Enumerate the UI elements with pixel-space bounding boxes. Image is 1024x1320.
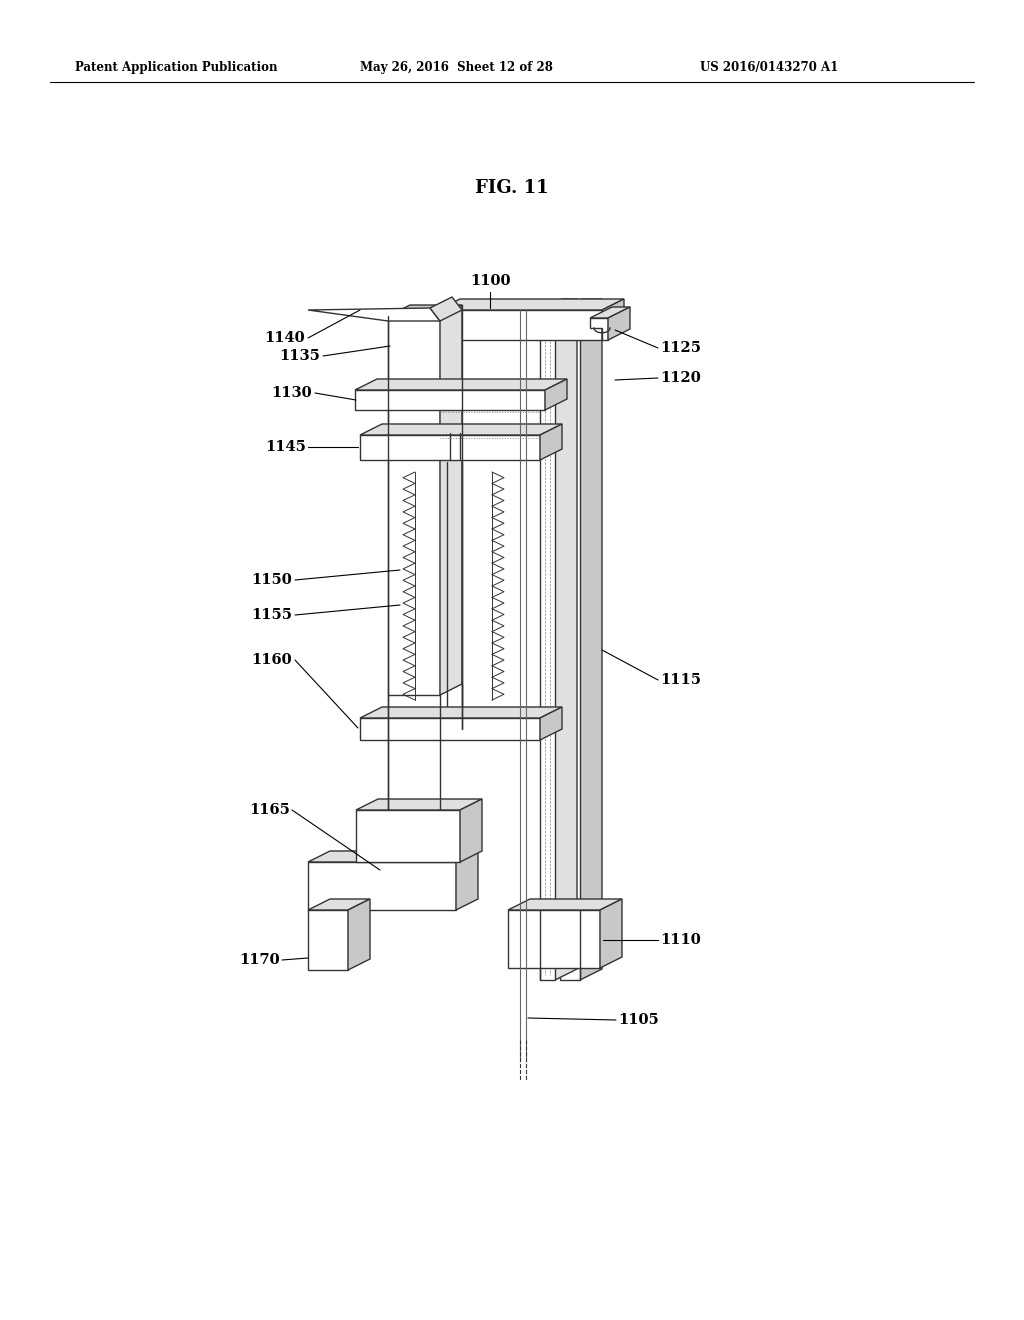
Text: 1135: 1135 [280, 348, 319, 363]
Polygon shape [555, 300, 577, 979]
Text: 1105: 1105 [618, 1012, 658, 1027]
Polygon shape [388, 315, 440, 696]
Polygon shape [440, 305, 462, 696]
Text: 1170: 1170 [240, 953, 280, 968]
Polygon shape [356, 799, 482, 810]
Polygon shape [602, 300, 624, 341]
Text: 1160: 1160 [251, 653, 292, 667]
Polygon shape [355, 379, 567, 389]
Text: 1165: 1165 [249, 803, 290, 817]
Polygon shape [580, 300, 602, 979]
Polygon shape [590, 308, 630, 318]
Polygon shape [460, 799, 482, 862]
Text: 1125: 1125 [660, 341, 701, 355]
Polygon shape [540, 300, 577, 310]
Polygon shape [600, 899, 622, 968]
Text: Patent Application Publication: Patent Application Publication [75, 62, 278, 74]
Polygon shape [388, 305, 462, 315]
Polygon shape [360, 718, 540, 741]
Polygon shape [540, 708, 562, 741]
Polygon shape [508, 909, 600, 968]
Text: 1115: 1115 [660, 673, 701, 686]
Polygon shape [590, 318, 608, 341]
Polygon shape [308, 862, 456, 909]
Text: US 2016/0143270 A1: US 2016/0143270 A1 [700, 62, 839, 74]
Polygon shape [545, 379, 567, 411]
Polygon shape [608, 308, 630, 341]
Polygon shape [508, 899, 622, 909]
Text: 1155: 1155 [251, 609, 292, 622]
Polygon shape [356, 810, 460, 862]
Text: 1130: 1130 [271, 385, 312, 400]
Polygon shape [348, 899, 370, 970]
Polygon shape [308, 899, 370, 909]
Text: 1140: 1140 [264, 331, 305, 345]
Polygon shape [360, 424, 562, 436]
Polygon shape [430, 297, 462, 321]
Polygon shape [308, 308, 440, 321]
Polygon shape [560, 300, 602, 310]
Polygon shape [560, 310, 580, 979]
Polygon shape [540, 424, 562, 459]
Text: 1145: 1145 [265, 440, 306, 454]
Polygon shape [540, 310, 555, 979]
Polygon shape [308, 909, 348, 970]
Polygon shape [438, 310, 602, 341]
Text: 1110: 1110 [660, 933, 700, 946]
Polygon shape [456, 851, 478, 909]
Polygon shape [308, 851, 478, 862]
Text: 1120: 1120 [660, 371, 700, 385]
Polygon shape [438, 300, 624, 310]
Text: 1150: 1150 [251, 573, 292, 587]
Text: FIG. 11: FIG. 11 [475, 180, 549, 197]
Polygon shape [360, 436, 540, 459]
Polygon shape [360, 708, 562, 718]
Text: 1100: 1100 [470, 275, 510, 288]
Polygon shape [355, 389, 545, 411]
Text: May 26, 2016  Sheet 12 of 28: May 26, 2016 Sheet 12 of 28 [360, 62, 553, 74]
